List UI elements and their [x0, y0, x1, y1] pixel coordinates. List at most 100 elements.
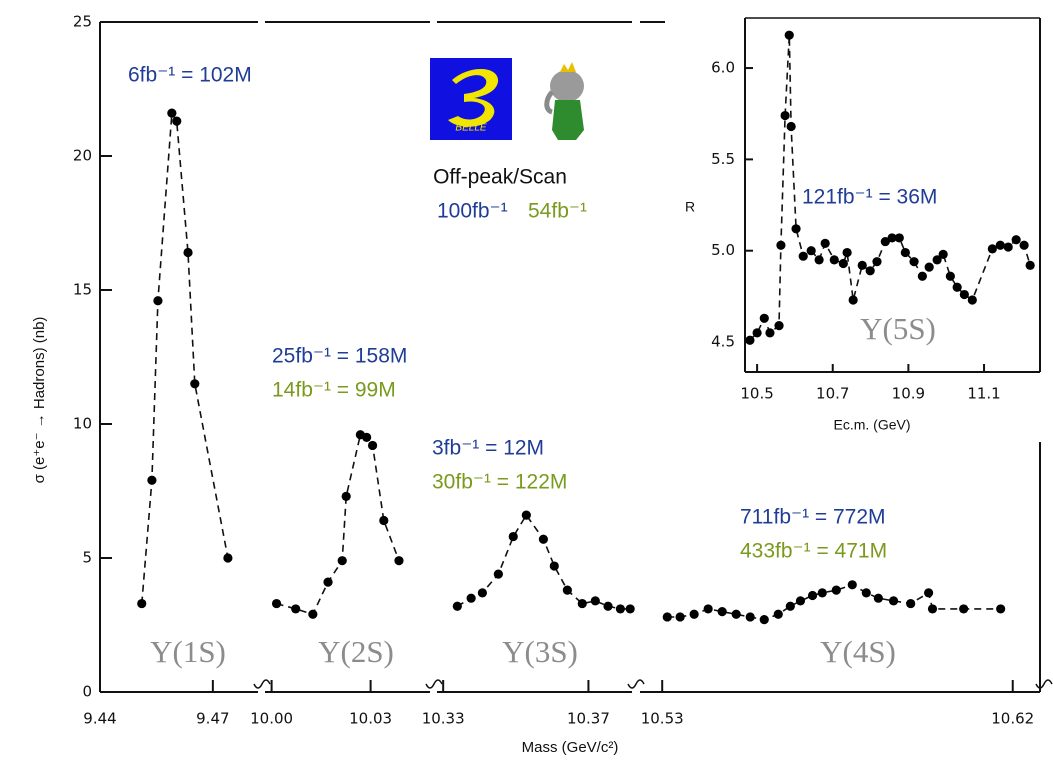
inset-x-axis-label: Ec.m. (GeV)	[833, 417, 910, 433]
fit-curve	[276, 433, 400, 616]
belle-lumi: 711fb⁻¹ = 772M	[740, 506, 886, 529]
offpeak-belle: 100fb⁻¹	[437, 200, 508, 223]
data-point	[967, 295, 977, 305]
data-point	[924, 262, 934, 272]
data-point	[924, 588, 934, 598]
x-axis-label: Mass (GeV/c²)	[522, 739, 619, 756]
data-point	[394, 556, 404, 566]
elephant-suit	[552, 100, 584, 140]
data-point	[909, 257, 919, 267]
data-point	[147, 475, 157, 485]
data-point	[938, 249, 948, 259]
data-point	[917, 271, 927, 281]
x-tick-label: 9.44	[83, 710, 116, 728]
data-point	[493, 569, 503, 579]
inset-y-tick-label: 5.5	[711, 150, 735, 168]
data-point	[271, 598, 282, 609]
babar-logo	[544, 62, 584, 140]
data-point	[308, 609, 318, 619]
belle-logo-b	[448, 68, 499, 127]
data-point	[838, 258, 848, 269]
x-tick-label: 10.53	[641, 710, 684, 728]
fit-curve	[667, 583, 1001, 621]
data-point	[731, 609, 741, 619]
data-point	[717, 607, 727, 617]
inset-y-axis-label: R	[685, 199, 695, 215]
elephant-crown	[560, 62, 576, 72]
data-point	[848, 295, 858, 305]
data-point	[806, 246, 816, 256]
data-point	[817, 588, 827, 598]
peak-label: Υ(4S)	[820, 634, 896, 669]
data-point	[341, 491, 351, 501]
data-point	[1003, 242, 1013, 252]
y-axis-label: σ (e⁺e⁻ → Hadrons) (nb)	[31, 317, 48, 484]
data-point	[996, 604, 1006, 614]
data-point	[932, 255, 942, 265]
data-point	[190, 379, 200, 389]
data-point	[625, 604, 635, 614]
peak-label: Υ(3S)	[502, 634, 578, 669]
elephant-trunk	[544, 90, 554, 115]
data-point	[784, 30, 794, 40]
data-point	[798, 251, 808, 261]
data-point	[829, 255, 839, 265]
x-tick-label: 9.47	[196, 710, 229, 728]
x-tick-label: 10.62	[991, 710, 1034, 728]
data-point	[900, 247, 910, 258]
data-point	[814, 255, 824, 265]
x-tick-label: 10.33	[422, 710, 465, 728]
data-point	[379, 515, 389, 526]
offpeak-title: Off-peak/Scan	[433, 166, 567, 189]
data-point	[759, 313, 769, 323]
axis-break	[627, 679, 645, 689]
data-point	[927, 604, 938, 614]
data-point	[1019, 240, 1029, 250]
belle-lumi: 3fb⁻¹ = 12M	[432, 437, 544, 460]
belle-logo-text: BELLE	[455, 123, 486, 134]
data-point	[323, 577, 333, 587]
inset-x-tick-label: 10.9	[892, 385, 925, 403]
data-point	[773, 609, 783, 619]
data-point	[452, 601, 462, 611]
data-point	[847, 580, 857, 590]
data-point	[759, 615, 769, 625]
data-point	[223, 553, 233, 563]
inset: R Ec.m. (GeV) 121fb⁻¹ = 36M Υ(5S) 4.5 5.0…	[678, 10, 1044, 442]
axis-break	[425, 679, 443, 689]
fit-curve	[456, 513, 631, 610]
data-point	[894, 233, 904, 243]
data-point	[831, 585, 841, 595]
peak-label: Υ(1S)	[150, 634, 226, 669]
data-point	[362, 432, 372, 442]
data-point	[987, 244, 997, 254]
data-point	[785, 601, 795, 611]
y-tick-label: 20	[73, 147, 92, 165]
y-tick-label: 10	[73, 415, 92, 433]
data-point	[752, 328, 762, 338]
data-point	[959, 289, 969, 300]
inset-background	[678, 10, 1044, 442]
data-point	[549, 561, 559, 571]
data-point	[577, 598, 587, 609]
data-point	[995, 240, 1005, 250]
data-point	[153, 296, 163, 306]
inset-belle-lumi: 121fb⁻¹ = 36M	[802, 186, 937, 209]
data-point	[337, 556, 347, 566]
inset-x-tick-label: 10.5	[740, 385, 773, 403]
y-tick-label: 15	[73, 281, 92, 299]
belle-lumi: 25fb⁻¹ = 158M	[272, 345, 407, 368]
data-point	[774, 321, 784, 331]
data-point	[952, 282, 962, 292]
data-point	[183, 247, 193, 258]
data-point	[865, 266, 875, 276]
data-point	[873, 593, 883, 603]
data-point	[780, 110, 790, 121]
data-point	[857, 260, 867, 270]
babar-lumi: 14fb⁻¹ = 99M	[272, 379, 396, 402]
data-point	[538, 534, 548, 544]
y-tick-label: 5	[82, 549, 92, 567]
data-point	[703, 604, 713, 614]
data-point	[945, 271, 955, 281]
data-point	[675, 612, 685, 622]
